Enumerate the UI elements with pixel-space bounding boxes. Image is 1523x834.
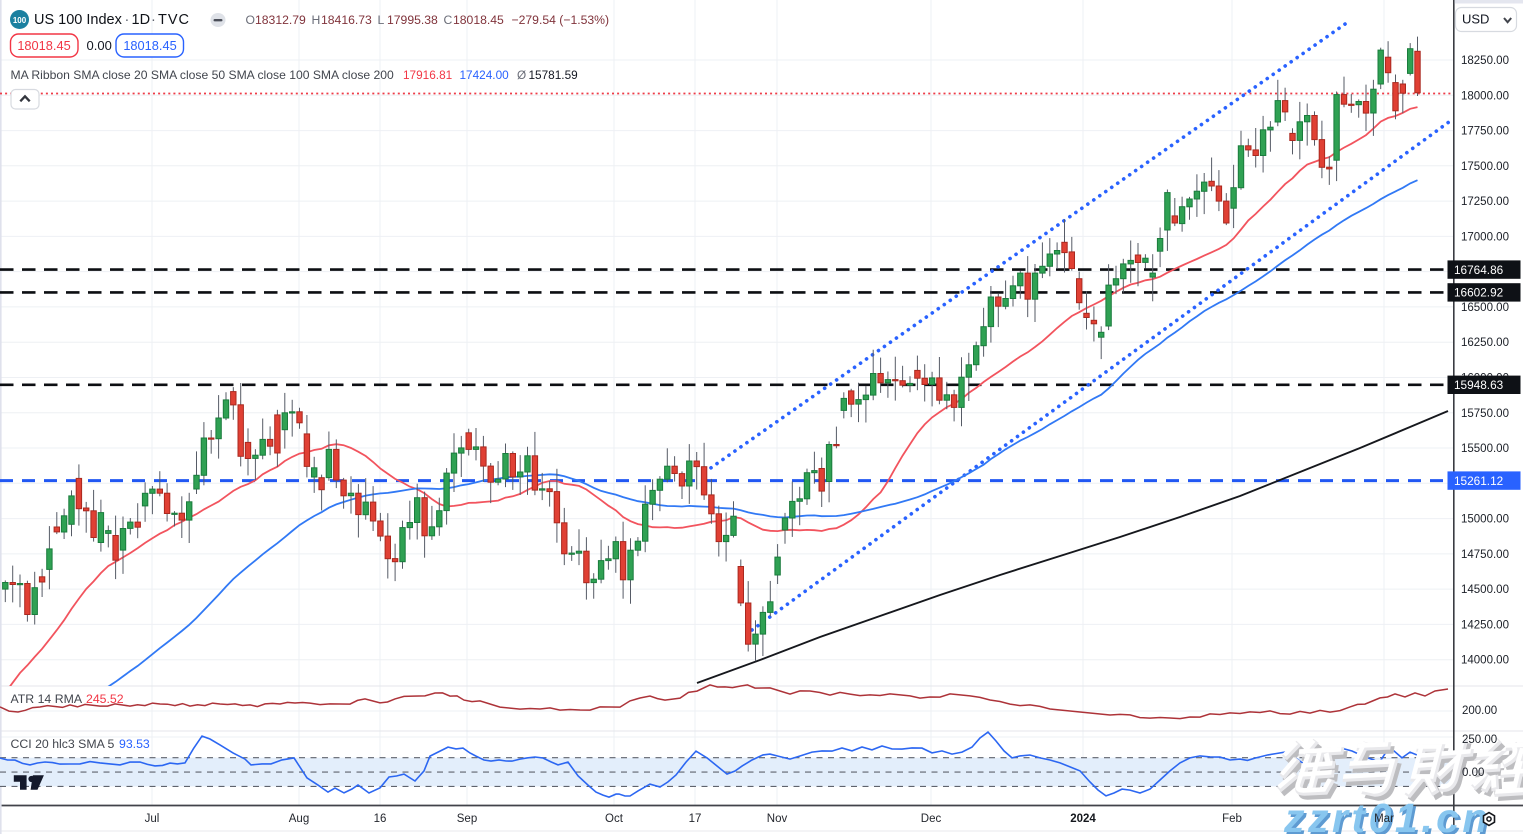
- svg-text:H: H: [312, 13, 321, 27]
- svg-text:Nov: Nov: [767, 813, 788, 825]
- svg-text:O: O: [246, 13, 255, 27]
- svg-text:Feb: Feb: [1222, 813, 1242, 825]
- svg-text:17424.00: 17424.00: [460, 68, 510, 82]
- svg-text:−279.54 (−1.53%): −279.54 (−1.53%): [512, 13, 610, 27]
- svg-text:18416.73: 18416.73: [321, 13, 372, 27]
- svg-text:USD: USD: [1462, 12, 1489, 27]
- svg-text:Aug: Aug: [289, 813, 309, 825]
- svg-text:2024: 2024: [1070, 813, 1096, 825]
- svg-text:18018.45: 18018.45: [453, 13, 504, 27]
- svg-text:18250.00: 18250.00: [1461, 55, 1509, 67]
- svg-text:Mar: Mar: [1374, 813, 1394, 825]
- svg-text:Oct: Oct: [605, 813, 624, 825]
- svg-text:14250.00: 14250.00: [1461, 619, 1509, 631]
- svg-text:18018.45: 18018.45: [123, 38, 176, 53]
- svg-text:18000.00: 18000.00: [1461, 90, 1509, 102]
- svg-text:17995.38: 17995.38: [387, 13, 438, 27]
- svg-text:16250.00: 16250.00: [1461, 337, 1509, 349]
- svg-text:17000.00: 17000.00: [1461, 231, 1509, 243]
- svg-text:15750.00: 15750.00: [1461, 408, 1509, 420]
- svg-text:14750.00: 14750.00: [1461, 549, 1509, 561]
- svg-text:Dec: Dec: [921, 813, 942, 825]
- svg-text:CCI 20 hlc3 SMA 5: CCI 20 hlc3 SMA 5: [11, 737, 115, 751]
- svg-text:17500.00: 17500.00: [1461, 161, 1509, 173]
- svg-text:ATR 14 RMA: ATR 14 RMA: [11, 692, 83, 706]
- svg-text:15781.59: 15781.59: [529, 68, 578, 82]
- svg-text:L: L: [378, 13, 385, 27]
- svg-text:Sep: Sep: [457, 813, 477, 825]
- svg-text:Jul: Jul: [145, 813, 160, 825]
- svg-text:16: 16: [374, 813, 387, 825]
- svg-text:TVC: TVC: [158, 12, 190, 28]
- svg-text:US 100 Index: US 100 Index: [34, 12, 123, 28]
- svg-text:14000.00: 14000.00: [1461, 655, 1509, 667]
- svg-text:·: ·: [151, 12, 156, 28]
- svg-text:16602.92: 16602.92: [1454, 286, 1503, 300]
- svg-text:15000.00: 15000.00: [1461, 514, 1509, 526]
- svg-text:15948.63: 15948.63: [1454, 378, 1504, 392]
- svg-text:16764.86: 16764.86: [1454, 263, 1504, 277]
- svg-text:18312.79: 18312.79: [255, 13, 306, 27]
- svg-text:250.00: 250.00: [1462, 734, 1497, 746]
- svg-text:0.00: 0.00: [87, 38, 112, 53]
- svg-text:1D: 1D: [132, 12, 151, 28]
- svg-text:18018.45: 18018.45: [17, 38, 70, 53]
- svg-text:14500.00: 14500.00: [1461, 584, 1509, 596]
- svg-text:17750.00: 17750.00: [1461, 126, 1509, 138]
- svg-text:200.00: 200.00: [1462, 705, 1497, 717]
- svg-text:93.53: 93.53: [119, 737, 150, 751]
- svg-text:15500.00: 15500.00: [1461, 443, 1509, 455]
- svg-text:17916.81: 17916.81: [403, 68, 452, 82]
- svg-text:MA Ribbon SMA close 20 SMA clo: MA Ribbon SMA close 20 SMA close 50 SMA …: [11, 68, 395, 82]
- svg-text:100: 100: [13, 16, 27, 25]
- svg-text:Ø: Ø: [517, 68, 526, 82]
- svg-text:0.00: 0.00: [1462, 767, 1484, 779]
- svg-text:17250.00: 17250.00: [1461, 196, 1509, 208]
- svg-text:·: ·: [125, 12, 130, 28]
- svg-text:17: 17: [689, 813, 702, 825]
- svg-text:C: C: [444, 13, 453, 27]
- svg-text:15261.12: 15261.12: [1454, 474, 1503, 488]
- svg-text:245.52: 245.52: [86, 692, 124, 706]
- svg-text:16500.00: 16500.00: [1461, 302, 1509, 314]
